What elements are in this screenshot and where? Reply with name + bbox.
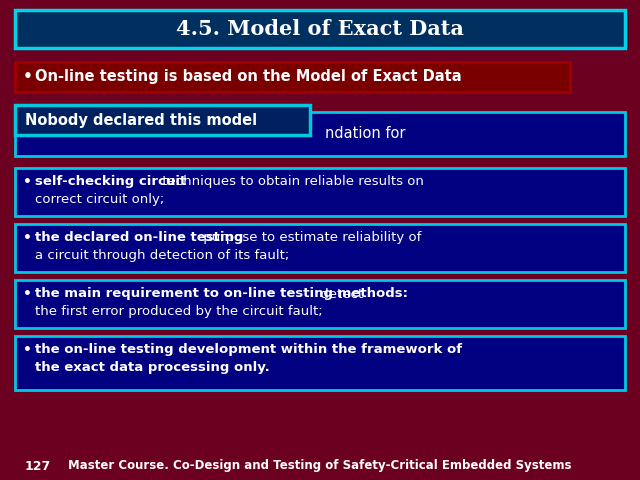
Bar xyxy=(15,336,625,390)
Text: •: • xyxy=(23,343,32,357)
Bar xyxy=(15,280,625,328)
Text: the exact data processing only.: the exact data processing only. xyxy=(35,361,269,374)
Text: 4.5. Model of Exact Data: 4.5. Model of Exact Data xyxy=(176,19,464,39)
Text: Master Course. Co-Design and Testing of Safety-Critical Embedded Systems: Master Course. Co-Design and Testing of … xyxy=(68,459,572,472)
Text: 127: 127 xyxy=(25,459,51,472)
Bar xyxy=(15,112,625,156)
Bar xyxy=(15,10,625,48)
Text: the main requirement to on-line testing methods:: the main requirement to on-line testing … xyxy=(35,288,408,300)
Text: Nobody declared this model: Nobody declared this model xyxy=(25,112,257,128)
Text: the first error produced by the circuit fault;: the first error produced by the circuit … xyxy=(35,305,323,319)
Bar xyxy=(15,168,625,216)
Bar xyxy=(15,224,625,272)
Text: purpose to estimate reliability of: purpose to estimate reliability of xyxy=(199,231,421,244)
Text: •: • xyxy=(23,70,33,84)
Text: detect: detect xyxy=(316,288,363,300)
Text: self-checking circuit: self-checking circuit xyxy=(35,176,186,189)
Text: techniques to obtain reliable results on: techniques to obtain reliable results on xyxy=(158,176,424,189)
Text: •: • xyxy=(23,287,32,301)
Text: •: • xyxy=(23,231,32,245)
Text: •: • xyxy=(23,175,32,189)
Text: ndation for: ndation for xyxy=(325,127,406,142)
Text: a circuit through detection of its fault;: a circuit through detection of its fault… xyxy=(35,250,289,263)
Text: correct circuit only;: correct circuit only; xyxy=(35,193,164,206)
Text: the declared on-line testing: the declared on-line testing xyxy=(35,231,243,244)
Bar xyxy=(15,62,570,92)
Bar xyxy=(15,105,310,135)
Text: On-line testing is based on the Model of Exact Data: On-line testing is based on the Model of… xyxy=(35,70,461,84)
Text: the on-line testing development within the framework of: the on-line testing development within t… xyxy=(35,344,462,357)
